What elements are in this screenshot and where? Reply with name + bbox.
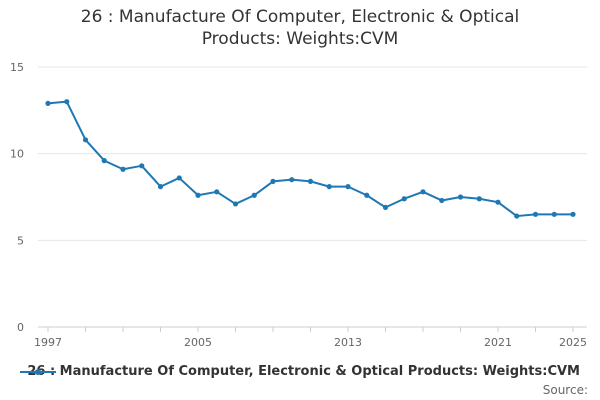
data-point[interactable] — [176, 175, 182, 181]
data-point[interactable] — [457, 194, 464, 200]
data-point[interactable] — [195, 192, 201, 198]
y-tick-label: 5 — [17, 234, 24, 247]
series-line-0 — [47, 100, 573, 218]
data-point[interactable] — [551, 211, 557, 217]
data-point[interactable] — [514, 213, 520, 219]
data-point[interactable] — [570, 211, 576, 217]
y-axis-ticks: 0 5 10 15 — [10, 61, 24, 334]
x-tick-label: 2013 — [334, 336, 362, 349]
data-point[interactable] — [420, 189, 426, 195]
data-point[interactable] — [476, 196, 482, 202]
series-layer — [45, 99, 576, 219]
data-point[interactable] — [532, 211, 539, 217]
x-tick-label: 2025 — [559, 336, 587, 349]
data-point[interactable] — [401, 196, 407, 202]
data-point[interactable] — [270, 178, 276, 184]
data-point[interactable] — [439, 197, 445, 204]
data-point[interactable] — [139, 163, 145, 169]
data-point[interactable] — [82, 137, 89, 143]
y-tick-label: 15 — [10, 61, 24, 74]
chart-title-line-1: 26 : Manufacture Of Computer, Electronic… — [80, 7, 520, 27]
data-point[interactable] — [64, 99, 70, 105]
x-tick-label: 1997 — [34, 336, 62, 349]
x-tick-label: 2005 — [184, 336, 212, 349]
data-point[interactable] — [120, 166, 126, 172]
legend-label: 26 : Manufacture Of Computer, Electronic… — [27, 364, 580, 379]
source-label: Source: — [542, 383, 588, 397]
data-point[interactable] — [157, 184, 164, 190]
grid-lines — [38, 66, 587, 241]
data-point[interactable] — [495, 199, 501, 205]
data-point[interactable] — [364, 192, 370, 198]
x-tick-label: 2021 — [484, 336, 512, 349]
data-point[interactable] — [232, 201, 239, 207]
legend-swatch — [20, 366, 56, 378]
data-point[interactable] — [251, 192, 257, 198]
chart-title-line-2: Products: Weights:CVM — [201, 29, 399, 49]
legend[interactable]: 26 : Manufacture Of Computer, Electronic… — [20, 364, 580, 379]
data-point[interactable] — [45, 100, 51, 106]
x-axis: 1997 2005 2013 2021 2025 — [34, 326, 587, 349]
data-point[interactable] — [307, 178, 314, 184]
y-tick-label: 0 — [17, 321, 24, 334]
chart-title: 26 : Manufacture Of Computer, Electronic… — [0, 6, 600, 50]
data-point[interactable] — [345, 184, 351, 190]
data-point[interactable] — [326, 184, 332, 190]
data-point[interactable] — [382, 204, 389, 210]
data-point[interactable] — [214, 189, 220, 195]
data-point[interactable] — [289, 177, 295, 183]
y-tick-label: 10 — [10, 148, 24, 161]
data-point[interactable] — [101, 158, 107, 164]
